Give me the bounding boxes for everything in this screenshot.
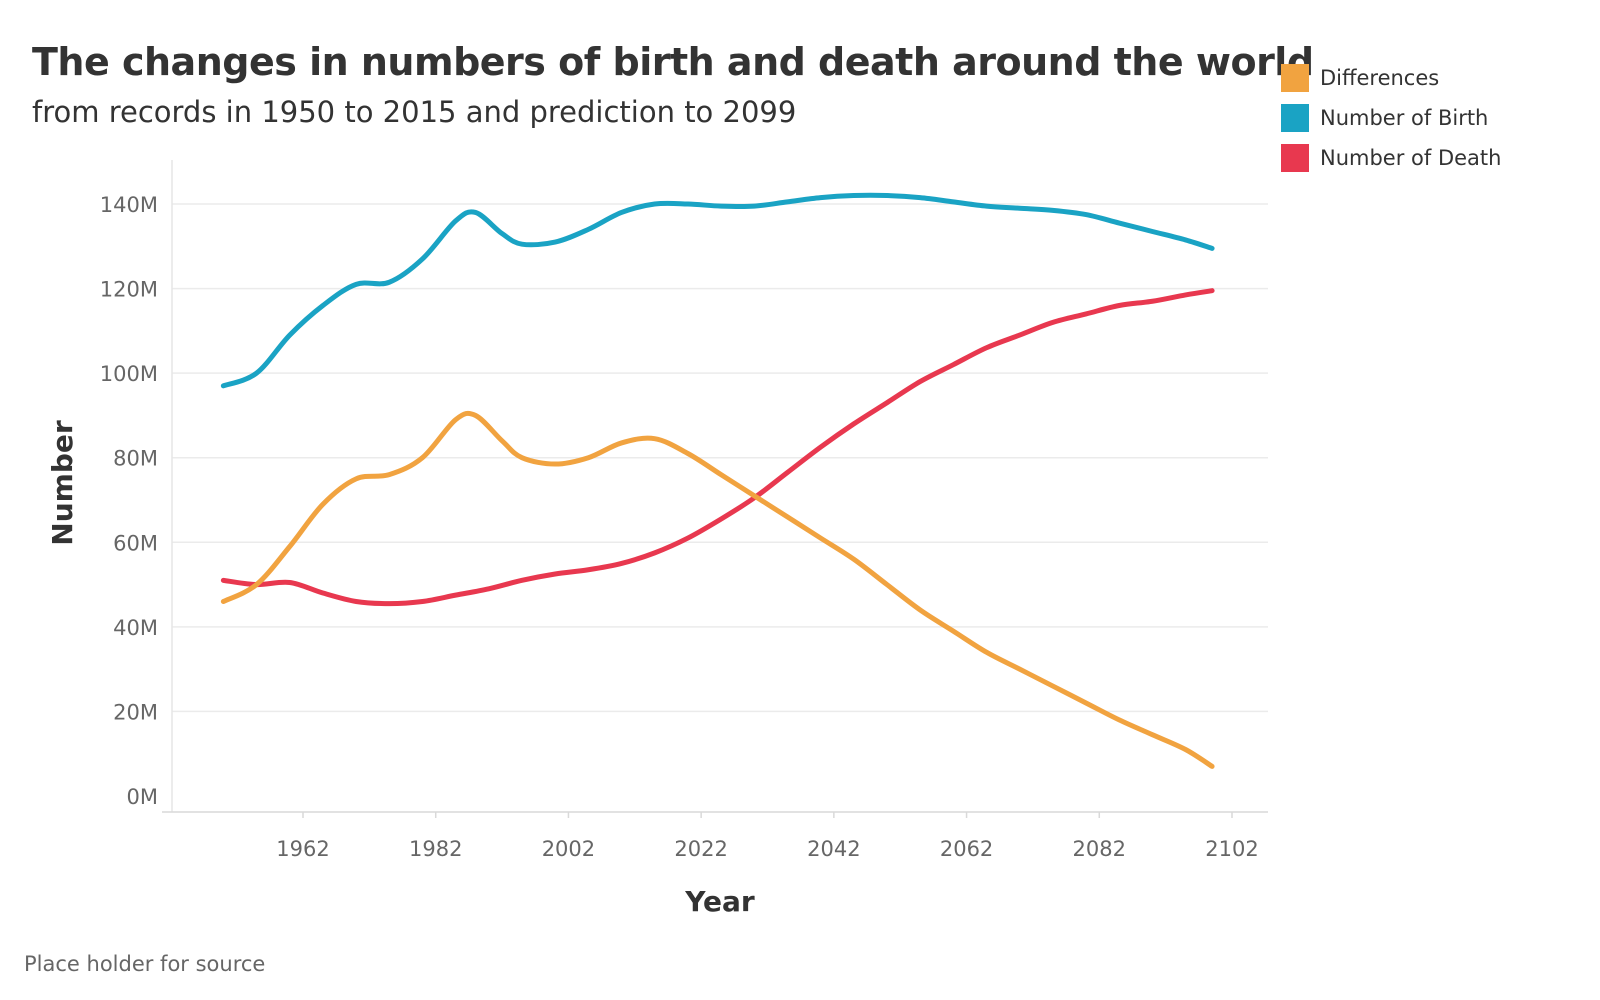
legend-swatch-number-of-birth [1281, 104, 1309, 132]
legend-item-number-of-death[interactable]: Number of Death [1281, 144, 1501, 172]
x-tick-label: 2082 [1073, 837, 1126, 861]
y-tick-label: 60M [113, 531, 158, 555]
axes [162, 160, 1268, 818]
source-note: Place holder for source [24, 952, 266, 976]
y-tick-label: 140M [100, 193, 158, 217]
y-tick-label: 120M [100, 278, 158, 302]
series-lines [220, 192, 1215, 769]
y-tick-label: 40M [113, 616, 158, 640]
x-tick-label: 2102 [1205, 837, 1258, 861]
gridlines [172, 203, 1268, 713]
series-line-number-of-birth[interactable] [220, 192, 1215, 389]
x-tick-label: 2042 [807, 837, 860, 861]
x-tick-label: 2022 [674, 837, 727, 861]
x-tick-label: 1962 [276, 837, 329, 861]
legend-swatch-number-of-death [1281, 144, 1309, 172]
x-tick-label: 1982 [409, 837, 462, 861]
chart-title: The changes in numbers of birth and deat… [32, 40, 1314, 84]
series-line-number-of-death[interactable] [220, 288, 1215, 607]
tick-labels: 0M 20M 40M 60M 80M 100M 120M 140M 1962 1982 2002 20… [100, 193, 1259, 861]
legend-label-number-of-death: Number of Death [1320, 146, 1502, 170]
legend-item-number-of-birth[interactable]: Number of Birth [1281, 104, 1501, 132]
chart-legend: Differences Number of Birth Number of De… [1281, 64, 1501, 184]
y-tick-label: 80M [113, 447, 158, 471]
legend-label-differences: Differences [1320, 66, 1440, 90]
legend-label-number-of-birth: Number of Birth [1320, 106, 1489, 130]
chart-subtitle: from records in 1950 to 2015 and predict… [32, 95, 797, 129]
legend-item-differences[interactable]: Differences [1281, 64, 1501, 92]
x-tick-label: 2002 [542, 837, 595, 861]
y-tick-label: 0M [127, 785, 158, 809]
legend-swatch-differences [1281, 64, 1309, 92]
y-axis-title: Number [46, 420, 79, 546]
x-tick-label: 2062 [940, 837, 993, 861]
series-line-differences[interactable] [220, 410, 1215, 769]
y-tick-label: 100M [100, 362, 158, 386]
x-axis-title: Year [684, 885, 755, 918]
y-tick-label: 20M [113, 700, 158, 724]
